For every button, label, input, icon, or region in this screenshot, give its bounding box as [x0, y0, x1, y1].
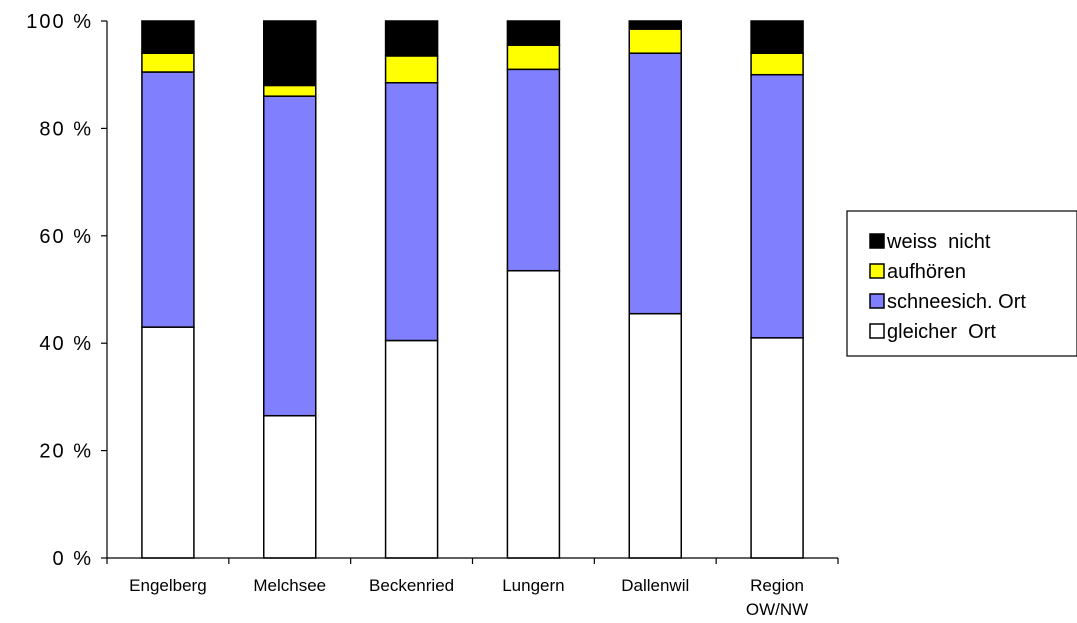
x-category-label-3: Beckenried — [369, 576, 454, 595]
plot-area — [141, 20, 804, 559]
legend-label-4: gleicher Ort — [887, 321, 996, 343]
bar-segment-1-4 — [141, 20, 195, 54]
legend-label-3: schneesich. Ort — [887, 291, 1026, 313]
bar-segment-2-1 — [263, 414, 317, 559]
bar-segment-1-2 — [141, 71, 195, 328]
legend-swatch-2 — [869, 263, 885, 279]
bar-segment-2-3 — [263, 84, 317, 97]
bar-segment-5-3 — [628, 28, 682, 54]
x-category-label-6: Region OW/NW — [746, 576, 808, 619]
bar-segment-4-4 — [506, 20, 561, 46]
bar-segment-3-3 — [384, 55, 439, 84]
legend-swatch-4 — [869, 323, 885, 339]
bar-segment-4-2 — [506, 68, 561, 272]
legend-label-2: aufhören — [887, 261, 966, 283]
legend-label-1: weiss nicht — [886, 231, 991, 253]
legend-swatch-1 — [869, 233, 885, 249]
bar-segment-3-2 — [384, 82, 439, 342]
x-category-label-4: Lungern — [502, 576, 564, 595]
bar-segment-2-2 — [263, 95, 317, 417]
legend-box — [846, 210, 1077, 357]
x-category-label-1: Engelberg — [129, 576, 207, 595]
bar-segment-6-2 — [750, 73, 804, 339]
y-tick-label-3: 60 % — [39, 226, 93, 248]
bar-segment-5-2 — [628, 52, 682, 315]
axes: 0 % 20 % 40 % 60 % 80 % 100 % Engelberg Melchse… — [26, 11, 839, 619]
bar-segment-5-4 — [628, 20, 682, 30]
legend-swatch-3 — [869, 293, 885, 309]
bar-segment-1-3 — [141, 52, 195, 73]
bar-segment-6-1 — [750, 337, 804, 559]
legend: weiss nicht aufhören schneesich. Ort gleich… — [846, 210, 1077, 357]
bar-segment-2-4 — [263, 20, 317, 87]
x-category-label-5: Dallenwil — [621, 576, 689, 595]
bar-segment-6-3 — [750, 52, 804, 76]
y-tick-label-4: 80 % — [39, 118, 93, 140]
bar-segment-4-3 — [506, 44, 561, 71]
y-tick-label-5: 100 % — [26, 11, 93, 33]
bar-segment-3-4 — [384, 20, 439, 57]
x-category-label-2: Melchsee — [253, 576, 326, 595]
bar-segment-3-1 — [384, 339, 439, 559]
bar-segment-6-4 — [750, 20, 804, 54]
y-tick-label-0: 0 % — [53, 548, 93, 570]
bar-segment-4-1 — [506, 269, 561, 559]
y-tick-label-1: 20 % — [39, 441, 93, 463]
y-tick-label-2: 40 % — [39, 333, 93, 355]
bar-segment-1-1 — [141, 326, 195, 559]
bar-segment-5-1 — [628, 312, 682, 559]
